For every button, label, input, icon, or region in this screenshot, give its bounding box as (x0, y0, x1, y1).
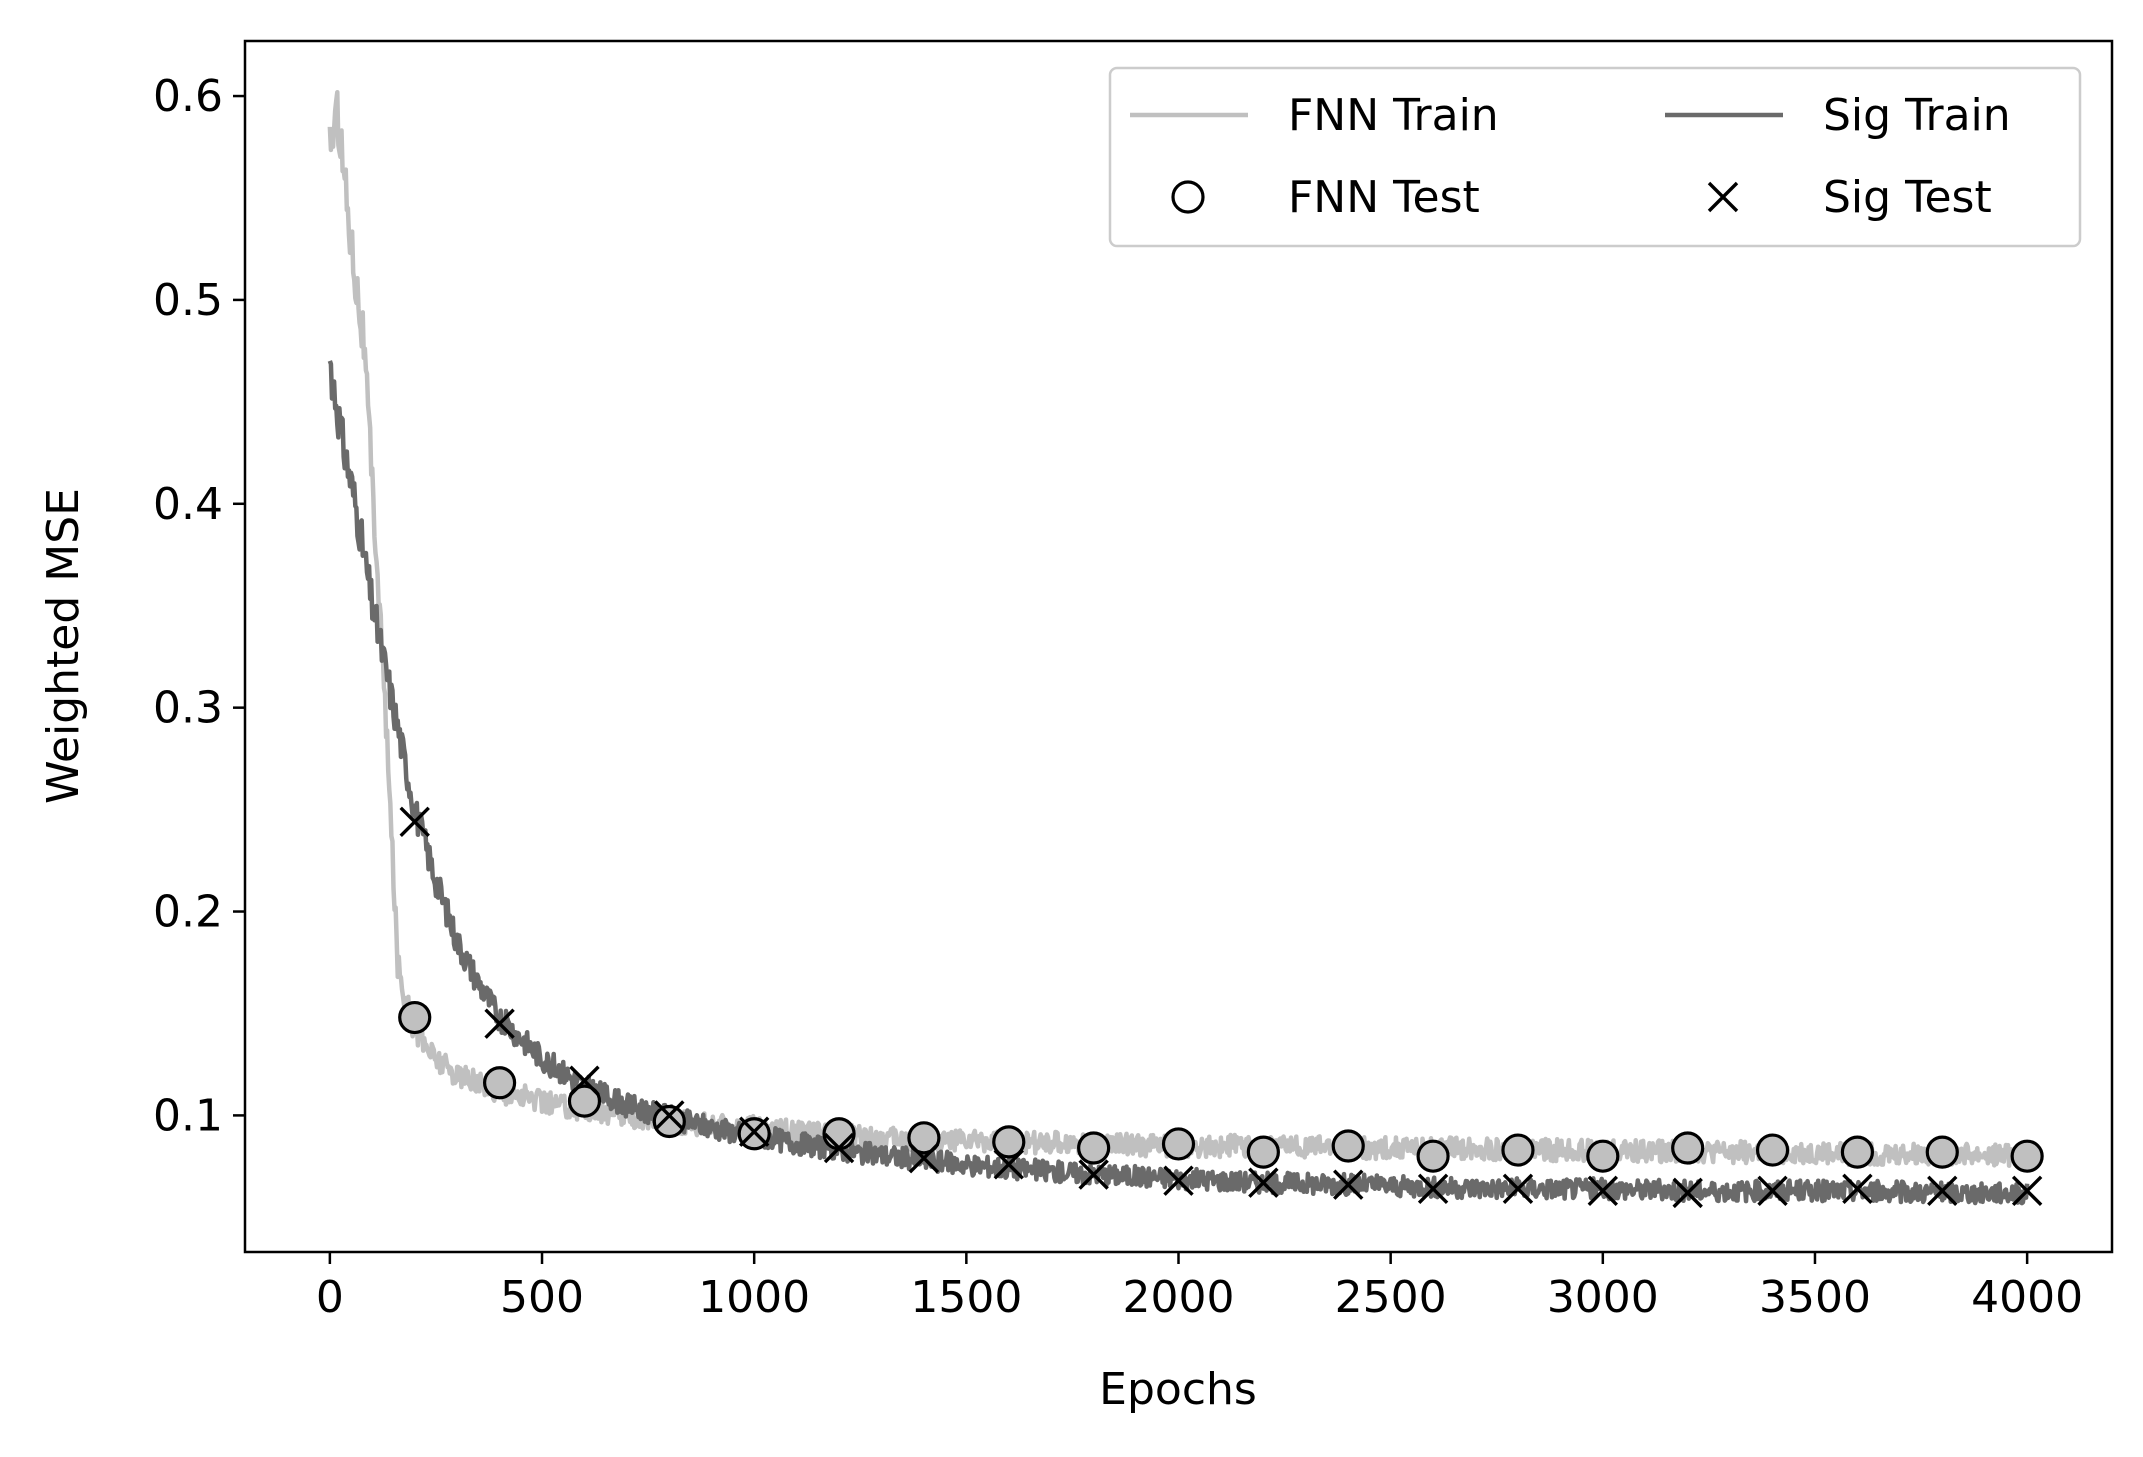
sig-test-point (1502, 1173, 1534, 1205)
sig-test-point (1757, 1175, 1788, 1207)
fnn-test-point (1840, 1135, 1875, 1169)
legend-handle-circle (1171, 180, 1205, 214)
sig-test-point (1333, 1169, 1364, 1200)
fnn-test-point (1077, 1131, 1111, 1165)
sig-test-point (823, 1132, 855, 1164)
sig-test-point (1078, 1159, 1109, 1190)
fnn-test-point (822, 1117, 856, 1151)
sig-test-point (1587, 1175, 1619, 1207)
legend-label: Sig Train (1823, 90, 2011, 141)
x-tick-label: 1500 (910, 1272, 1022, 1323)
legend-label: Sig Test (1823, 172, 1992, 223)
fnn-test-point (1161, 1127, 1196, 1161)
x-tick-label: 2000 (1123, 1272, 1235, 1323)
y-tick-label: 0.3 (153, 683, 223, 734)
y-tick-label: 0.5 (153, 275, 223, 326)
fnn-test-point (907, 1121, 941, 1155)
plot-marks (327, 90, 2044, 1209)
x-tick-label: 4000 (1971, 1272, 2083, 1323)
sig-test-point (1248, 1167, 1279, 1198)
sig-test-point (484, 1008, 515, 1039)
legend-box (1108, 66, 2082, 248)
x-axis-title: Epochs (1099, 1364, 1257, 1415)
fnn-test-point (1586, 1139, 1620, 1173)
sig-test-point (1417, 1173, 1449, 1205)
y-axis-ticks: 0.1 0.2 0.3 0.4 0.5 0.6 (153, 71, 245, 1141)
legend: FNN Train Sig Train FNN Test Sig Test (1108, 66, 2082, 248)
fnn-test-point (2010, 1139, 2044, 1173)
x-tick-label: 1000 (698, 1272, 810, 1323)
x-tick-label: 500 (500, 1272, 584, 1323)
fnn-test-point (1925, 1135, 1959, 1169)
y-axis-title: Weighted MSE (38, 488, 89, 804)
x-tick-label: 0 (316, 1272, 344, 1323)
fnn-test-point (1246, 1135, 1280, 1169)
sig-test-point (1672, 1177, 1703, 1209)
legend-label: FNN Train (1288, 90, 1499, 141)
sig-test-point (738, 1116, 770, 1147)
sig-test-point (993, 1149, 1024, 1180)
y-tick-label: 0.4 (153, 479, 223, 530)
sig-test-point (1163, 1165, 1194, 1196)
y-tick-label: 0.1 (153, 1090, 223, 1141)
fnn-test-point (652, 1104, 686, 1139)
fnn-test-point (567, 1084, 602, 1118)
sig-test-point (1842, 1173, 1873, 1205)
series-line-sig-train (327, 360, 2030, 1206)
sig-test-point (1927, 1175, 1958, 1207)
x-axis-ticks: 0 500 1000 1500 2000 2500 3000 3500 4000 (316, 1252, 2083, 1323)
x-tick-label: 3500 (1759, 1272, 1871, 1323)
fnn-test-point (992, 1125, 1026, 1159)
x-tick-label: 3000 (1547, 1272, 1659, 1323)
y-tick-label: 0.6 (153, 71, 223, 122)
fnn-test-point (482, 1066, 517, 1100)
fnn-test-point (398, 1000, 432, 1035)
sig-test-point (654, 1100, 685, 1131)
fnn-test-point (1501, 1133, 1535, 1167)
sig-test-point (2011, 1175, 2043, 1207)
y-tick-label: 0.2 (153, 887, 223, 938)
legend-handle-x (1707, 181, 1739, 213)
fnn-test-point (1416, 1139, 1450, 1173)
fnn-test-point (1331, 1129, 1365, 1163)
sig-test-point (908, 1143, 940, 1174)
sig-test-point (399, 806, 430, 838)
fnn-test-point (1671, 1131, 1705, 1165)
sig-test-point (569, 1065, 600, 1096)
legend-label: FNN Test (1288, 172, 1480, 223)
x-tick-label: 2500 (1335, 1272, 1447, 1323)
fnn-test-point (1755, 1133, 1790, 1167)
